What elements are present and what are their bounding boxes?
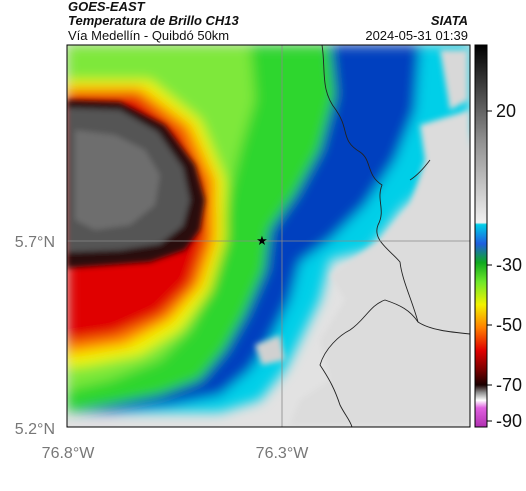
colorbar-tick-label: -30 [496, 255, 522, 275]
map-title: Temperatura de Brillo CH13 [68, 13, 239, 28]
star-icon: ★ [256, 233, 268, 248]
datetime-label: 2024-05-31 01:39 [365, 28, 468, 43]
colorbar-tick-label: -70 [496, 375, 522, 395]
colorbar-tick-label: -50 [496, 315, 522, 335]
map-frame [66, 44, 471, 428]
lon-label-76-3: 76.3°W [256, 445, 310, 462]
colorbar-gradient [474, 44, 488, 428]
map-subtitle: Vía Medellín - Quibdó 50km [68, 28, 230, 43]
lat-label-5-7: 5.7°N [15, 234, 55, 251]
colorbar-tick-label: -90 [496, 411, 522, 431]
brightness-temperature-field [67, 45, 470, 427]
lon-label-76-8: 76.8°W [42, 445, 96, 462]
org-label: SIATA [430, 13, 468, 28]
source-label: GOES-EAST [68, 0, 145, 14]
lat-label-5-2: 5.2°N [15, 421, 55, 438]
colorbar: 20 -30 -50 -70 -90 [474, 44, 522, 431]
colorbar-tick-label: 20 [496, 101, 516, 121]
